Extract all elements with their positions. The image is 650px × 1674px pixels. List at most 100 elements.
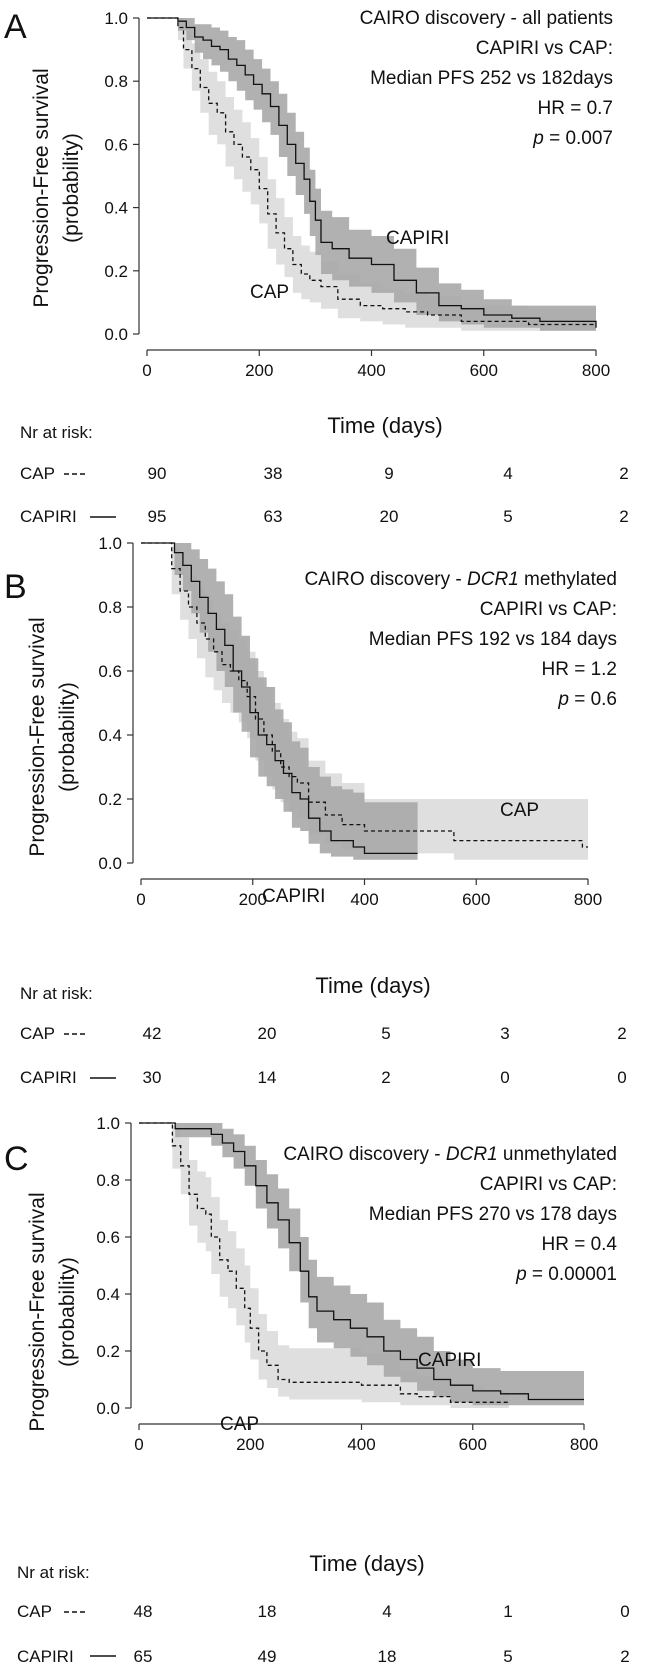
svg-text:Progression-Free survival: Progression-Free survival: [30, 68, 53, 307]
panel-letter: C: [4, 1140, 29, 1178]
ci-band-capiri: [147, 18, 596, 331]
panel-b: B Progression-Free survival (probability…: [4, 534, 627, 1087]
risk-value: 5: [381, 1024, 390, 1043]
survival-curve-capiri: [147, 17, 597, 328]
risk-header: Nr at risk:: [20, 423, 93, 442]
risk-value: 0: [617, 1068, 626, 1087]
svg-text:Progression-Free survival: Progression-Free survival: [26, 617, 49, 856]
ci-band-cap: [139, 1123, 509, 1408]
risk-value: 49: [258, 1647, 277, 1666]
y-tick-label: 0.2: [96, 1342, 120, 1361]
annotation: CAIRO discovery - DCR1 methylated CAPIRI…: [304, 569, 617, 710]
risk-value: 18: [378, 1647, 397, 1666]
curve-label-cap: CAP: [220, 1414, 259, 1435]
x-tick-label: 200: [239, 890, 267, 909]
y-tick-label: 0.6: [104, 135, 128, 154]
x-tick-label: 600: [470, 361, 498, 380]
x-axis-label: Time (days): [315, 973, 430, 998]
axes: [133, 17, 597, 356]
curve-label-capiri: CAPIRI: [262, 886, 325, 907]
annotation-comparison: CAPIRI vs CAP:: [480, 599, 617, 620]
risk-value: 5: [503, 1647, 512, 1666]
survival-curve-cap: [147, 17, 596, 326]
ci-band-capiri: [139, 1123, 584, 1406]
y-axis-label: Progression-Free survival (probability): [26, 617, 79, 856]
risk-value: 95: [148, 507, 167, 526]
ci-band-cap: [147, 18, 596, 331]
risk-header: Nr at risk:: [20, 984, 93, 1003]
risk-value: 9: [384, 464, 393, 483]
x-tick-label: 800: [574, 890, 602, 909]
risk-value: 2: [617, 1024, 626, 1043]
annotation-title: CAIRO discovery - DCR1 methylated: [304, 569, 617, 590]
curve-label-capiri: CAPIRI: [386, 228, 449, 249]
risk-value: 3: [500, 1024, 509, 1043]
risk-value: 2: [619, 464, 628, 483]
annotation-hr: HR = 0.7: [537, 98, 613, 119]
risk-value: 48: [134, 1602, 153, 1621]
x-axis-label: Time (days): [327, 413, 442, 438]
x-tick-label: 200: [236, 1435, 264, 1454]
y-tick-label: 0.0: [104, 325, 128, 344]
risk-value: 38: [264, 464, 283, 483]
risk-value: 63: [264, 507, 283, 526]
x-tick-label: 600: [462, 890, 490, 909]
y-tick-label: 0.2: [104, 262, 128, 281]
x-tick-label: 0: [142, 361, 151, 380]
x-axis-label: Time (days): [309, 1551, 424, 1576]
x-tick-label: 600: [459, 1435, 487, 1454]
x-tick-label: 0: [134, 1435, 143, 1454]
annotation: CAIRO discovery - all patients CAPIRI vs…: [360, 8, 613, 149]
annotation: CAIRO discovery - DCR1 unmethylated CAPI…: [283, 1144, 617, 1285]
curve-label-capiri: CAPIRI: [418, 1350, 481, 1371]
risk-value: 18: [258, 1602, 277, 1621]
risk-row-label: CAPIRI: [20, 1068, 77, 1087]
risk-header: Nr at risk:: [17, 1563, 90, 1582]
y-tick-label: 0.4: [98, 726, 122, 745]
axes: [127, 542, 589, 885]
curve-label-cap: CAP: [250, 282, 289, 303]
y-tick-label: 0.4: [104, 199, 128, 218]
survival-curve-cap: [141, 542, 588, 848]
y-tick-label: 1.0: [98, 534, 122, 553]
y-tick-label: 1.0: [104, 9, 128, 28]
annotation-p: p = 0.00001: [515, 1264, 617, 1285]
y-tick-label: 0.0: [96, 1399, 120, 1418]
y-tick-label: 0.8: [104, 72, 128, 91]
y-tick-label: 0.2: [98, 790, 122, 809]
risk-value: 2: [619, 507, 628, 526]
annotation-comparison: CAPIRI vs CAP:: [476, 38, 613, 59]
risk-value: 1: [503, 1602, 512, 1621]
risk-table: Nr at risk: CAP CAPIRI 90 38 9 4 2 95 63…: [20, 423, 629, 526]
risk-row-label: CAP: [17, 1602, 52, 1621]
risk-row-label: CAPIRI: [17, 1647, 74, 1666]
annotation-p: p = 0.6: [557, 689, 617, 710]
annotation-hr: HR = 1.2: [541, 659, 617, 680]
x-tick-label: 400: [350, 890, 378, 909]
x-tick-label: 400: [357, 361, 385, 380]
risk-value: 4: [382, 1602, 391, 1621]
svg-text:Progression-Free survival: Progression-Free survival: [26, 1192, 49, 1431]
risk-row-label: CAPIRI: [20, 507, 77, 526]
risk-values: 48 18 4 1 0 65 49 18 5 2: [134, 1602, 630, 1666]
y-axis-label: Progression-Free survival (probability): [30, 68, 83, 307]
x-tick-label: 800: [582, 361, 610, 380]
y-tick-label: 0.6: [98, 662, 122, 681]
annotation-title: CAIRO discovery - DCR1 unmethylated: [283, 1144, 617, 1165]
panel-letter: B: [4, 568, 27, 606]
panel-letter: A: [4, 8, 27, 46]
risk-table: Nr at risk: CAP CAPIRI 48 18 4 1 0 65 49…: [17, 1563, 630, 1666]
risk-value: 2: [381, 1068, 390, 1087]
risk-row-label: CAP: [20, 1024, 55, 1043]
svg-text:(probability): (probability): [60, 133, 83, 243]
y-tick-label: 0.8: [98, 598, 122, 617]
x-tick-label: 800: [570, 1435, 598, 1454]
x-tick-label: 0: [136, 890, 145, 909]
panel-a: A Progression-Free survival (probability…: [4, 8, 629, 526]
annotation-hr: HR = 0.4: [541, 1234, 617, 1255]
risk-values: 90 38 9 4 2 95 63 20 5 2: [148, 464, 629, 526]
annotation-comparison: CAPIRI vs CAP:: [480, 1174, 617, 1195]
risk-value: 90: [148, 464, 167, 483]
risk-values: 42 20 5 3 2 30 14 2 0 0: [143, 1024, 627, 1087]
